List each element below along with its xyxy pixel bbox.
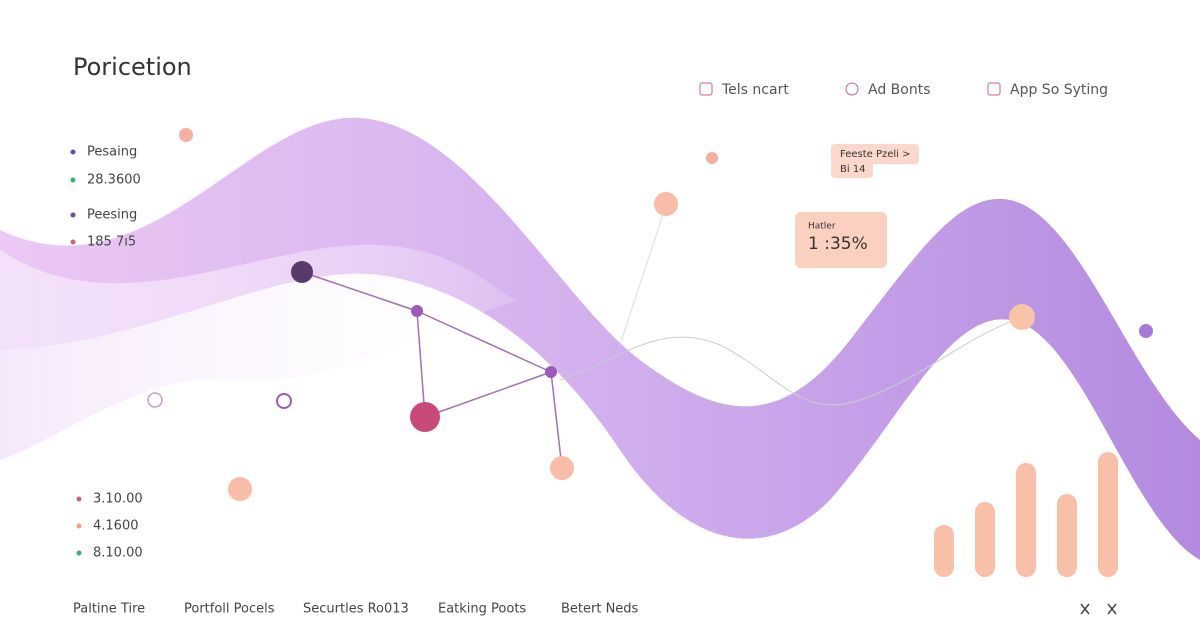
stat-value: 28.3600 bbox=[87, 173, 141, 188]
callout-value: 1 :35% bbox=[808, 234, 868, 254]
stat-value: 4.1600 bbox=[93, 519, 139, 534]
bullet bbox=[70, 149, 76, 155]
footer-link[interactable]: Portfoll Pocels bbox=[184, 602, 275, 617]
callout-label: Feeste Pzeli > bbox=[840, 149, 911, 160]
nav-item[interactable]: App So Syting bbox=[1010, 82, 1108, 98]
callout bbox=[831, 144, 919, 164]
stat-label: Pesaing bbox=[87, 145, 137, 160]
nav-icon bbox=[699, 82, 713, 96]
callout-sub: Bi 14 bbox=[840, 164, 866, 175]
decor-bars bbox=[934, 452, 1118, 577]
avatar bbox=[291, 261, 313, 283]
decor-bar bbox=[1057, 494, 1077, 577]
dot bbox=[706, 152, 718, 164]
node bbox=[410, 402, 440, 432]
wave-light bbox=[0, 244, 520, 460]
decor-bar bbox=[934, 525, 954, 577]
footer-link[interactable]: Paltine Tire bbox=[73, 602, 145, 617]
wave-band bbox=[0, 117, 1200, 560]
node bbox=[411, 305, 423, 317]
bullet bbox=[76, 496, 82, 502]
decor-bar bbox=[975, 502, 995, 577]
bullet bbox=[70, 212, 76, 218]
nav-icon bbox=[845, 82, 859, 96]
bullet bbox=[70, 239, 76, 245]
dot bbox=[550, 456, 574, 480]
dot bbox=[1009, 304, 1035, 330]
link bbox=[301, 271, 418, 312]
stat-label: Peesing bbox=[87, 208, 137, 223]
stat-value: 3.10.00 bbox=[93, 492, 143, 507]
title: Poricetion bbox=[73, 53, 192, 81]
nav-item[interactable]: Ad Bonts bbox=[868, 82, 931, 98]
dot bbox=[654, 192, 678, 216]
nav-item[interactable]: Tels ncart bbox=[721, 82, 789, 98]
dot bbox=[1139, 324, 1153, 338]
link bbox=[416, 310, 552, 373]
stat-value: 185 7ı5 bbox=[87, 235, 136, 250]
link bbox=[550, 371, 563, 469]
dot bbox=[228, 477, 252, 501]
callout bbox=[795, 212, 887, 268]
close-icon[interactable] bbox=[1080, 603, 1117, 615]
decor-bar bbox=[1098, 452, 1118, 577]
callout bbox=[831, 160, 873, 178]
footer-link[interactable]: Betert Neds bbox=[561, 602, 639, 617]
dot bbox=[276, 393, 292, 409]
bullet bbox=[70, 177, 76, 183]
network bbox=[301, 271, 563, 469]
footer-link[interactable]: Eatking Poots bbox=[438, 602, 526, 617]
stat-value: 8.10.00 bbox=[93, 546, 143, 561]
decor-bar bbox=[1016, 463, 1036, 577]
trend-line bbox=[559, 317, 1021, 406]
node bbox=[545, 366, 557, 378]
callout-label: Hatler bbox=[808, 222, 836, 232]
bullet bbox=[76, 523, 82, 529]
bullet bbox=[76, 550, 82, 556]
link bbox=[619, 204, 667, 346]
link bbox=[424, 371, 552, 418]
dot bbox=[147, 392, 163, 408]
link bbox=[416, 310, 426, 418]
nav-icon bbox=[987, 82, 1001, 96]
dot bbox=[179, 128, 193, 142]
footer-link[interactable]: Securtles Ro013 bbox=[303, 602, 409, 617]
